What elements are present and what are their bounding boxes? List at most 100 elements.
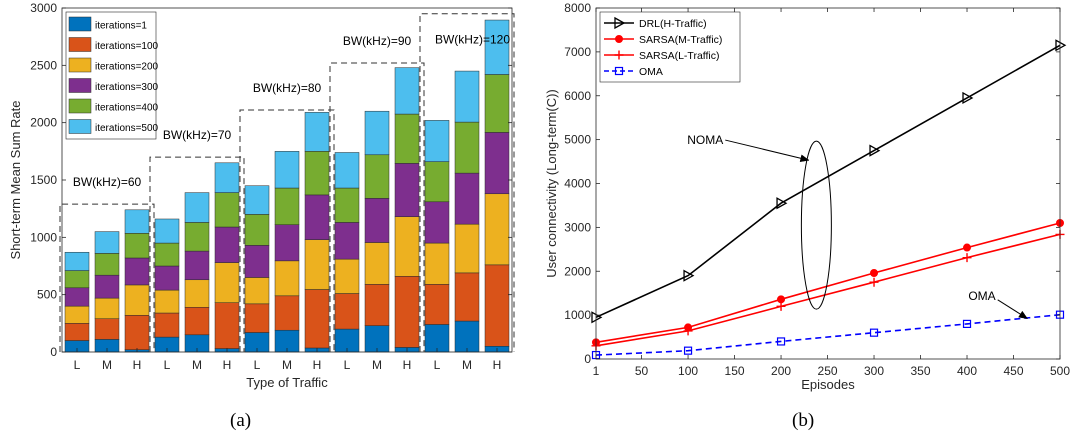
- series-2-point-3: [777, 295, 786, 304]
- x-axis-label: Episodes: [801, 377, 855, 392]
- bar-l-13-series-2: [424, 284, 450, 325]
- bar-l-1-series-6: [64, 251, 90, 271]
- legend-marker-2: [615, 35, 623, 43]
- bar-h-12-series-4: [394, 163, 420, 217]
- bar-m-2-series-6: [94, 231, 120, 254]
- bar-m-11-series-3: [364, 242, 390, 285]
- x-tick-label: M: [282, 358, 292, 372]
- legend-swatch-2: [68, 37, 92, 52]
- y-tick-label: 5000: [564, 133, 591, 147]
- y-tick-label: 8000: [564, 1, 591, 15]
- group-label-4: BW(kHz)=90: [343, 34, 412, 48]
- bar-l-4-series-3: [154, 289, 180, 314]
- group-bracket-1: [59, 203, 155, 352]
- bar-h-15-series-6: [484, 19, 510, 75]
- oma-arrow-head: [1018, 310, 1028, 319]
- legend-label-6: iterations=500: [95, 123, 159, 134]
- legend-label-1: iterations=1: [95, 21, 147, 32]
- x-tick-label: 50: [635, 364, 649, 378]
- legend-marker-4: [614, 66, 624, 76]
- series-2-point-4: [870, 269, 879, 278]
- x-tick-label: L: [254, 358, 261, 372]
- bar-m-11-series-4: [364, 198, 390, 243]
- x-tick-label: 150: [725, 364, 745, 378]
- bar-h-6-series-6: [214, 162, 240, 193]
- bar-h-15-series-2: [484, 264, 510, 347]
- bar-m-14-series-6: [454, 70, 480, 123]
- bar-h-6-series-2: [214, 302, 240, 349]
- group-bracket-4: [329, 62, 425, 352]
- y-tick-label: 3000: [30, 1, 57, 15]
- bar-h-9-series-5: [304, 151, 330, 196]
- bar-l-10-series-2: [334, 293, 360, 330]
- x-tick-label: M: [462, 358, 472, 372]
- bar-l-13-series-3: [424, 242, 450, 285]
- y-tick-label: 0: [50, 345, 57, 359]
- bar-m-5-series-3: [184, 279, 210, 308]
- y-tick-label: 4000: [564, 177, 591, 191]
- bar-l-13-series-6: [424, 120, 450, 162]
- x-tick-label: H: [493, 358, 502, 372]
- series-2-point-5: [963, 243, 972, 252]
- bar-m-14-series-1: [454, 320, 480, 353]
- bar-h-6-series-5: [214, 192, 240, 228]
- x-tick-label: 100: [678, 364, 698, 378]
- bar-l-13-series-4: [424, 201, 450, 244]
- bar-m-2-series-2: [94, 318, 120, 340]
- bar-m-5-series-2: [184, 307, 210, 336]
- bar-l-1-series-3: [64, 305, 90, 324]
- x-tick-label: L: [344, 358, 351, 372]
- y-tick-label: 2000: [30, 116, 57, 130]
- noma-arrow-line: [725, 139, 810, 161]
- group-label-5: BW(kHz)=120: [435, 33, 510, 47]
- x-tick-label: 500: [1050, 364, 1070, 378]
- bar-h-12-series-3: [394, 216, 420, 277]
- legend-marker-1: [614, 16, 626, 30]
- x-tick-label: H: [223, 358, 232, 372]
- bar-h-15-series-5: [484, 74, 510, 133]
- caption-b: (b): [792, 410, 815, 431]
- bar-m-5-series-6: [184, 192, 210, 223]
- bar-h-12-series-2: [394, 276, 420, 348]
- bar-m-14-series-4: [454, 172, 480, 225]
- series-3-point-4: [869, 277, 879, 287]
- legend-swatch-3: [68, 57, 92, 73]
- bar-m-8-series-4: [274, 224, 300, 262]
- bar-m-14-series-2: [454, 272, 480, 322]
- legend-label-4: OMA: [639, 66, 663, 78]
- bar-l-13-series-5: [424, 161, 450, 203]
- series-4-point-2: [683, 346, 693, 355]
- bar-l-10-series-5: [334, 187, 360, 223]
- y-tick-label: 500: [37, 288, 57, 302]
- bar-m-11-series-6: [364, 110, 390, 156]
- x-tick-label: H: [313, 358, 322, 372]
- bar-m-2-series-3: [94, 297, 120, 319]
- bar-h-15-series-3: [484, 193, 510, 266]
- bar-h-12-series-6: [394, 67, 420, 115]
- series-1-point-4: [869, 144, 881, 157]
- x-tick-label: H: [403, 358, 412, 372]
- legend-swatch-4: [68, 78, 92, 93]
- bar-h-3-series-4: [124, 257, 150, 286]
- x-tick-label: 450: [1003, 364, 1023, 378]
- group-bracket-3: [239, 109, 335, 352]
- x-tick-label: 250: [818, 364, 838, 378]
- x-tick-label: H: [133, 358, 142, 372]
- x-tick-label: 300: [864, 364, 884, 378]
- bar-m-11-series-5: [364, 154, 390, 199]
- x-axis-label: Type of Traffic: [246, 375, 328, 390]
- series-3-point-5: [962, 253, 972, 263]
- bar-m-8-series-2: [274, 295, 300, 331]
- legend-label-3: SARSA(L-Traffic): [639, 50, 720, 62]
- bar-l-13-series-1: [424, 324, 450, 353]
- bar-l-1-series-4: [64, 287, 90, 307]
- series-1-point-6: [1055, 39, 1067, 52]
- caption-a: (a): [230, 410, 252, 431]
- y-tick-label: 0: [584, 352, 591, 366]
- bar-h-6-series-3: [214, 262, 240, 303]
- x-tick-label: 350: [911, 364, 931, 378]
- bar-m-8-series-3: [274, 260, 300, 297]
- series-line-1: [595, 44, 1061, 319]
- x-tick-label: M: [372, 358, 382, 372]
- bar-h-6-series-4: [214, 226, 240, 263]
